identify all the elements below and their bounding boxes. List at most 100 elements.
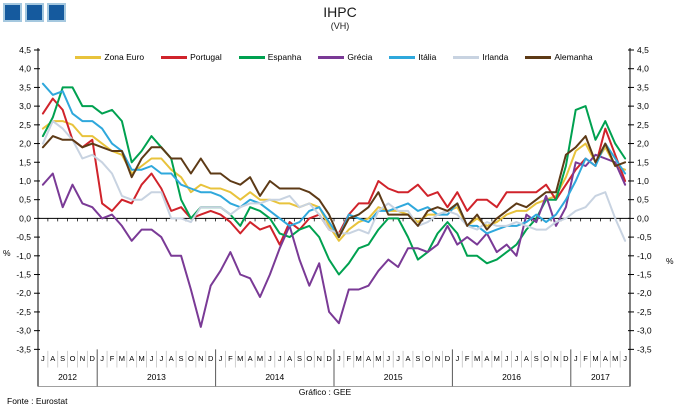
y-tick-label-right: 4,0 bbox=[637, 64, 649, 74]
month-label: J bbox=[515, 354, 519, 363]
y-tick-label-left: 3,5 bbox=[19, 82, 31, 92]
legend-swatch-icon bbox=[389, 55, 416, 59]
month-label: S bbox=[297, 354, 302, 363]
month-label: A bbox=[484, 354, 489, 363]
month-label: A bbox=[169, 354, 174, 363]
y-tick-label-right: -3,5 bbox=[637, 344, 652, 354]
legend-item-zona-euro: Zona Euro bbox=[75, 52, 144, 62]
series-line-irlanda bbox=[41, 120, 627, 242]
y-tick-label-right: 3,0 bbox=[637, 101, 649, 111]
month-label: J bbox=[574, 354, 578, 363]
chart-legend: Zona Euro Portugal Espanha Grécia Itália Irla… bbox=[38, 52, 630, 62]
series-line-alemanha bbox=[41, 135, 627, 239]
legend-swatch-icon bbox=[318, 55, 345, 59]
month-label: J bbox=[455, 354, 459, 363]
year-label: 2016 bbox=[502, 372, 521, 382]
year-label: 2012 bbox=[58, 372, 77, 382]
credit-note: Gráfico : GEE bbox=[298, 387, 352, 397]
y-tick-label-right: -2,0 bbox=[637, 288, 652, 298]
y-tick-label-right: -1,5 bbox=[637, 270, 652, 280]
legend-label: Espanha bbox=[267, 52, 302, 62]
month-label: J bbox=[268, 354, 272, 363]
year-label: 2014 bbox=[265, 372, 284, 382]
month-label: N bbox=[80, 354, 85, 363]
legend-swatch-icon bbox=[75, 55, 102, 59]
series-line-itália bbox=[41, 82, 627, 239]
y-tick-label-right: 2,5 bbox=[637, 120, 649, 130]
gee-logo bbox=[3, 3, 66, 22]
month-label: J bbox=[100, 354, 104, 363]
y-tick-label-right: 1,0 bbox=[637, 176, 649, 186]
y-tick-label-left: 0,0 bbox=[19, 213, 31, 223]
month-label: O bbox=[188, 354, 194, 363]
y-tick-label-left: 3,0 bbox=[19, 101, 31, 111]
y-tick-label-left: -3,5 bbox=[16, 344, 31, 354]
month-label: J bbox=[505, 354, 509, 363]
y-tick-label-right: 0,0 bbox=[637, 213, 649, 223]
legend-item-alemanha: Alemanha bbox=[525, 52, 593, 62]
legend-label: Grécia bbox=[347, 52, 373, 62]
month-label: J bbox=[337, 354, 341, 363]
legend-item-irlanda: Irlanda bbox=[453, 52, 508, 62]
y-tick-label-left: -0,5 bbox=[16, 232, 31, 242]
month-label: F bbox=[110, 354, 115, 363]
month-label: A bbox=[248, 354, 253, 363]
year-label: 2017 bbox=[591, 372, 610, 382]
month-label: D bbox=[563, 354, 569, 363]
month-label: A bbox=[524, 354, 529, 363]
month-label: F bbox=[583, 354, 588, 363]
y-axis-title-right: % bbox=[666, 256, 674, 266]
series-line-grécia bbox=[41, 153, 627, 328]
month-label: F bbox=[228, 354, 233, 363]
y-tick-label-right: -1,0 bbox=[637, 251, 652, 261]
month-label: M bbox=[592, 354, 598, 363]
month-label: N bbox=[435, 354, 440, 363]
legend-item-itália: Itália bbox=[389, 52, 436, 62]
month-label: F bbox=[465, 354, 470, 363]
y-tick-label-left: 1,0 bbox=[19, 176, 31, 186]
legend-label: Portugal bbox=[190, 52, 222, 62]
logo-square-icon bbox=[47, 3, 66, 22]
month-label: A bbox=[603, 354, 608, 363]
legend-label: Itália bbox=[418, 52, 437, 62]
y-tick-label-right: -3,0 bbox=[637, 326, 652, 336]
y-tick-label-left: 2,5 bbox=[19, 120, 31, 130]
y-tick-label-left: 4,0 bbox=[19, 64, 31, 74]
year-label: 2013 bbox=[147, 372, 166, 382]
month-label: D bbox=[90, 354, 96, 363]
logo-square-icon bbox=[25, 3, 44, 22]
y-tick-label-left: -3,0 bbox=[16, 326, 31, 336]
month-label: N bbox=[316, 354, 321, 363]
y-tick-label-left: -2,5 bbox=[16, 307, 31, 317]
y-tick-label-right: -2,5 bbox=[637, 307, 652, 317]
series-line-zona-euro bbox=[41, 120, 627, 242]
y-tick-label-right: 1,5 bbox=[637, 157, 649, 167]
legend-label: Irlanda bbox=[482, 52, 509, 62]
month-label: A bbox=[366, 354, 371, 363]
y-tick-label-left: 1,5 bbox=[19, 157, 31, 167]
month-label: M bbox=[612, 354, 618, 363]
y-tick-label-left: -1,5 bbox=[16, 270, 31, 280]
month-label: J bbox=[150, 354, 154, 363]
month-label: J bbox=[278, 354, 282, 363]
y-tick-label-left: -2,0 bbox=[16, 288, 31, 298]
y-tick-label-left: 0,5 bbox=[19, 195, 31, 205]
y-axis-title-left: % bbox=[3, 248, 11, 258]
y-tick-label-right: -0,5 bbox=[637, 232, 652, 242]
month-label: J bbox=[219, 354, 223, 363]
month-label: O bbox=[543, 354, 549, 363]
month-label: D bbox=[326, 354, 332, 363]
month-label: M bbox=[474, 354, 480, 363]
month-label: J bbox=[386, 354, 390, 363]
month-label: J bbox=[396, 354, 400, 363]
month-label: M bbox=[257, 354, 263, 363]
month-label: J bbox=[623, 354, 627, 363]
month-label: N bbox=[198, 354, 203, 363]
month-label: O bbox=[425, 354, 431, 363]
month-label: M bbox=[494, 354, 500, 363]
legend-swatch-icon bbox=[238, 55, 265, 59]
month-label: M bbox=[138, 354, 144, 363]
legend-swatch-icon bbox=[161, 55, 188, 59]
